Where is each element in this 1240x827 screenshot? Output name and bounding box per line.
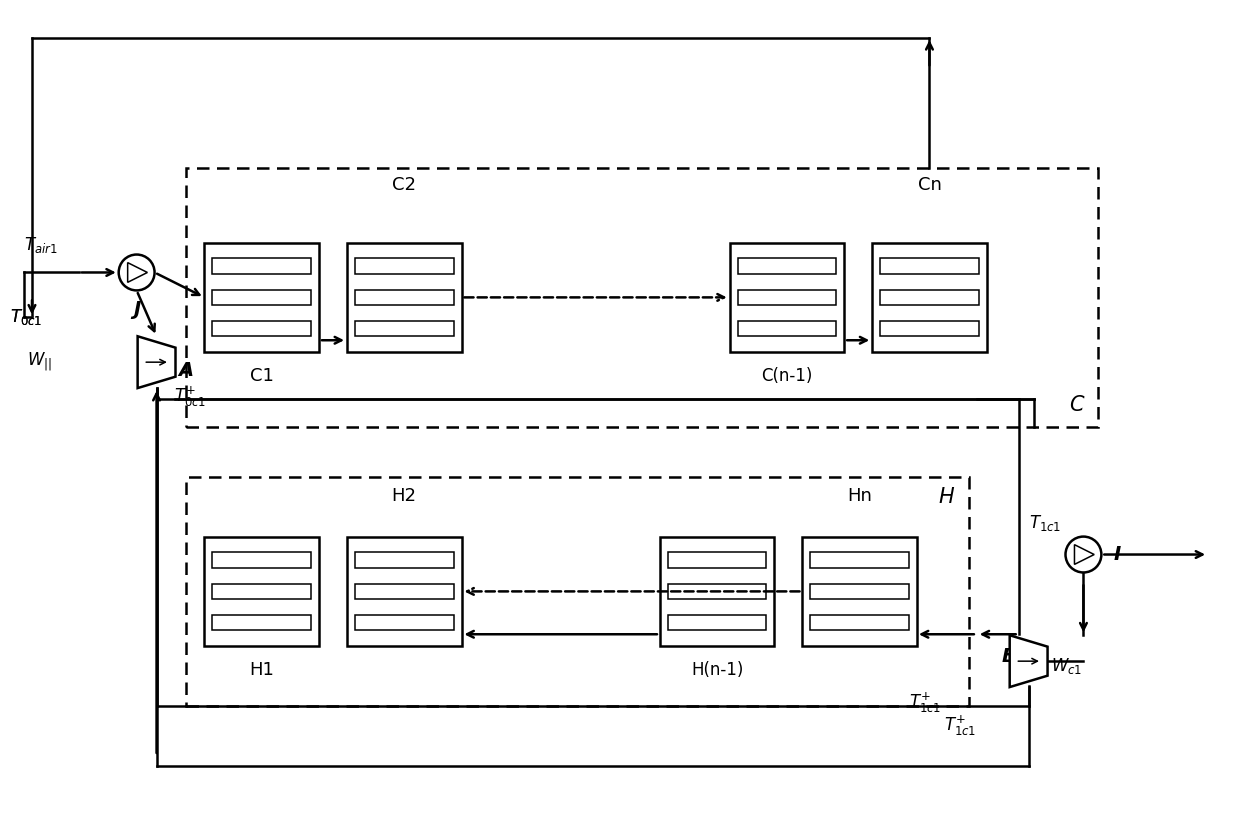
Bar [660,537,775,646]
Bar [205,537,319,646]
Bar [729,242,844,352]
Circle shape [1065,537,1101,572]
Bar [347,242,461,352]
Text: C1: C1 [249,367,274,385]
Bar [347,537,461,646]
Bar [738,259,836,274]
Text: I: I [1114,545,1121,564]
Bar [212,259,311,274]
Bar [205,242,319,352]
Bar [212,584,311,599]
Bar [668,552,766,568]
Bar [802,537,918,646]
Text: $T_{0c1}$: $T_{0c1}$ [10,308,42,327]
Bar [880,259,978,274]
Bar [186,168,1099,427]
Bar [355,259,454,274]
Bar [355,321,454,337]
Bar [355,615,454,630]
Bar [355,289,454,305]
Text: C: C [1069,395,1084,415]
Circle shape [119,255,155,290]
Bar [811,552,909,568]
Bar [738,321,836,337]
Text: A: A [179,361,193,380]
Bar [212,321,311,337]
Bar [811,615,909,630]
Polygon shape [1009,635,1048,687]
Bar [668,615,766,630]
Text: H2: H2 [392,487,417,504]
Text: H: H [939,487,954,507]
Text: $W_{c1}$: $W_{c1}$ [1050,656,1081,676]
Text: C2: C2 [392,176,417,194]
Text: $T_{1c1}$: $T_{1c1}$ [1029,513,1061,533]
Text: H1: H1 [249,661,274,679]
Text: $T_{1c1}^{+}$: $T_{1c1}^{+}$ [909,691,941,715]
Bar [212,289,311,305]
Bar [880,321,978,337]
Text: B: B [1002,647,1017,666]
Text: Hn: Hn [847,487,872,504]
Text: J: J [133,300,140,319]
Bar [668,584,766,599]
Text: Cn: Cn [918,176,941,194]
Text: $T_{air1}$: $T_{air1}$ [24,235,58,255]
Polygon shape [138,337,176,388]
Bar [738,289,836,305]
Text: $T_{0c1}$: $T_{0c1}$ [10,308,42,327]
Text: H(n-1): H(n-1) [691,661,743,679]
Bar [880,289,978,305]
Bar [186,477,968,706]
Text: $W_{||}$: $W_{||}$ [27,351,52,373]
Text: $T_{1c1}^{+}$: $T_{1c1}^{+}$ [944,714,976,739]
Bar [872,242,987,352]
Text: C(n-1): C(n-1) [761,367,812,385]
Bar [212,552,311,568]
Bar [355,584,454,599]
Bar [811,584,909,599]
Bar [355,552,454,568]
Text: $T_{0c1}^{+}$: $T_{0c1}^{+}$ [174,385,206,409]
Bar [212,615,311,630]
